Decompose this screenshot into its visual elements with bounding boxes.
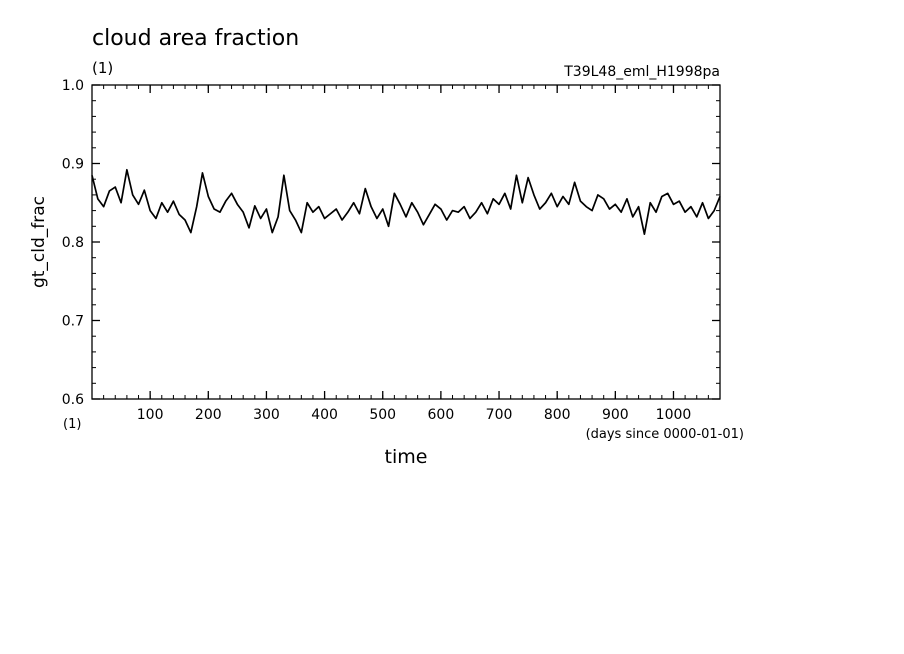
x-axis-tick-labels: 100 200 300 400 500 600 700 800 900 1000 <box>137 407 692 423</box>
chart-subtitle: (1) <box>92 59 113 77</box>
y-tick-label: 0.6 <box>62 392 84 408</box>
y-tick-label: 0.9 <box>62 157 84 173</box>
x-axis-ticks <box>91 85 721 399</box>
run-label: T39L48_eml_H1998pa <box>563 64 720 80</box>
x-axis-label: time <box>385 446 428 468</box>
x-tick-label: 100 <box>137 407 164 423</box>
x-tick-label: 1000 <box>656 407 692 423</box>
x-tick-label: 200 <box>195 407 222 423</box>
y-units-label: (1) <box>63 417 81 432</box>
series-line <box>91 168 721 235</box>
x-tick-label: 700 <box>486 407 513 423</box>
x-tick-label: 900 <box>602 407 629 423</box>
y-tick-label: 1.0 <box>62 78 84 94</box>
plot-frame <box>91 84 721 400</box>
y-axis-tick-labels: 0.6 0.7 0.8 0.9 1.0 <box>62 78 84 408</box>
y-axis-ticks <box>92 84 720 400</box>
x-tick-label: 600 <box>428 407 455 423</box>
y-axis-label: gt_cld_frac <box>29 196 49 288</box>
x-tick-label: 500 <box>369 407 396 423</box>
x-tick-label: 800 <box>544 407 571 423</box>
y-tick-label: 0.7 <box>62 314 84 330</box>
x-units-label: (days since 0000-01-01) <box>586 427 744 442</box>
chart-title: cloud area fraction <box>92 26 299 51</box>
x-tick-label: 300 <box>253 407 280 423</box>
x-tick-label: 400 <box>311 407 338 423</box>
y-tick-label: 0.8 <box>62 235 84 251</box>
